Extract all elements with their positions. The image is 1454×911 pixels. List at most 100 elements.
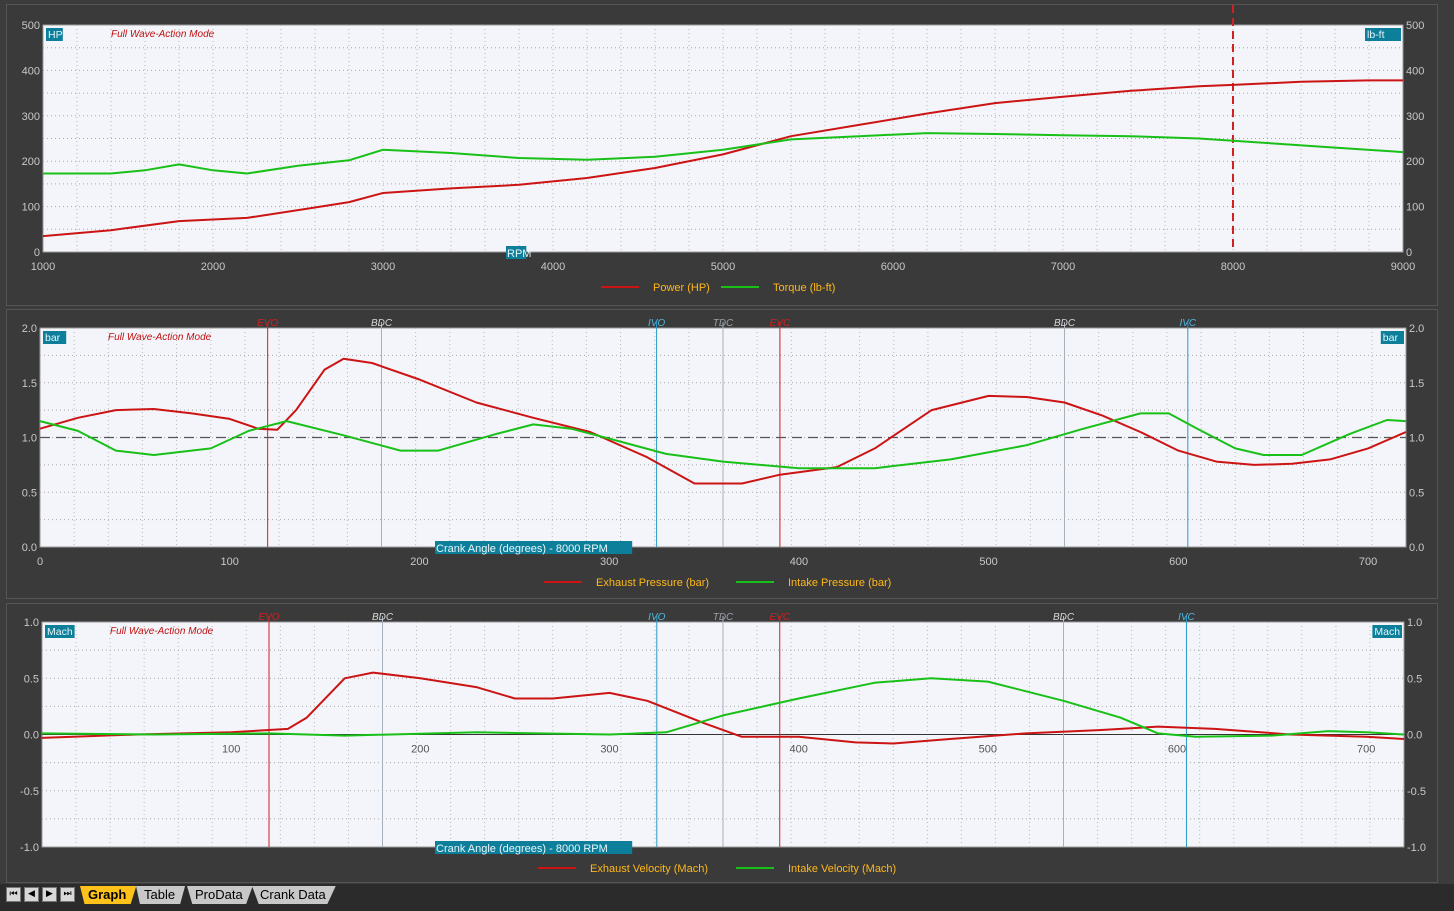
tab-table[interactable]: Table (136, 886, 186, 904)
prev-page-button[interactable]: ◀ (24, 887, 39, 902)
event-label-bdc: BDC (1054, 318, 1076, 329)
y-tick-label-left: 100 (22, 202, 40, 214)
y-tick-label-left: 2.0 (22, 323, 37, 335)
unit-badge-right-bg (1380, 331, 1404, 344)
unit-badge-right: Mach (1374, 626, 1400, 638)
y-tick-label-right: 1.0 (1409, 433, 1424, 445)
series-line-1 (41, 677, 1405, 738)
y-tick-label-left: 1.5 (22, 378, 37, 390)
x-tick-label: 700 (1357, 744, 1375, 756)
legend-label-1: Intake Velocity (Mach) (788, 863, 896, 875)
x-axis-label: Crank Angle (degrees) - 8000 RPM (436, 843, 608, 855)
x-axis-label-bg (435, 841, 633, 854)
tab-prodata[interactable]: ProData (187, 886, 253, 904)
power-torque-chart: 0 0 100 100 200 200 300 300 400 400 500 500 1000 2000… (22, 5, 1424, 294)
x-tick-label: 700 (1359, 556, 1377, 568)
series-line-0 (39, 357, 1407, 485)
x-tick-label: 6000 (881, 261, 905, 273)
event-label-ivc: IVC (1178, 612, 1195, 623)
x-tick-label: 300 (600, 556, 618, 568)
x-tick-label: 300 (600, 744, 618, 756)
y-tick-label-right: 500 (1406, 20, 1424, 32)
y-tick-label-left: 1.0 (24, 617, 39, 629)
y-tick-label-left: 0.0 (22, 542, 37, 554)
event-label-ivo: IVO (648, 318, 665, 329)
y-tick-label-right: -0.5 (1407, 786, 1426, 798)
legend-label-1: Torque (lb-ft) (773, 282, 835, 294)
tab-crank-data[interactable]: Crank Data (252, 886, 336, 904)
velocity-chart: -1.0 -1.0 -0.5 -0.5 0.0 0.0 0.5 0.5 1.0 1.0 100 200… (20, 612, 1426, 875)
y-tick-label-left: 1.0 (22, 433, 37, 445)
y-tick-label-right: 1.5 (1409, 378, 1424, 390)
x-axis-label-bg (506, 246, 527, 259)
velocity-panel: -1.0 -1.0 -0.5 -0.5 0.0 0.0 0.5 0.5 1.0 1.0 100 200… (6, 603, 1438, 883)
x-tick-label: 5000 (711, 261, 735, 273)
unit-badge-left: Mach (47, 626, 73, 638)
y-tick-label-right: 1.0 (1407, 617, 1422, 629)
x-tick-label: 200 (410, 556, 428, 568)
y-tick-label-right: 100 (1406, 202, 1424, 214)
x-tick-label: 400 (789, 744, 807, 756)
legend-label-0: Exhaust Pressure (bar) (596, 577, 709, 589)
tab-graph[interactable]: Graph (80, 886, 137, 904)
y-tick-label-left: 0 (34, 247, 40, 259)
event-label-evo: EVO (258, 612, 279, 623)
legend-label-0: Exhaust Velocity (Mach) (590, 863, 708, 875)
x-axis-label-bg (435, 541, 633, 554)
x-tick-label: 200 (411, 744, 429, 756)
unit-badge-right: bar (1383, 332, 1399, 344)
y-tick-label-right: 0.5 (1407, 673, 1422, 685)
pressure-chart: 0.0 0.0 0.5 0.5 1.0 1.0 1.5 1.5 2.0 2.0 0 100 200 300… (22, 318, 1425, 589)
y-tick-label-left: -1.0 (20, 842, 39, 854)
unit-badge-left-bg (45, 625, 75, 638)
event-label-ivo: IVO (648, 612, 665, 623)
event-label-evo: EVO (257, 318, 278, 329)
x-tick-label: 0 (37, 556, 43, 568)
x-axis-label: RPM (507, 248, 531, 260)
first-page-button[interactable]: ⏮ (6, 887, 21, 902)
x-tick-label: 3000 (371, 261, 395, 273)
legend-label-0: Power (HP) (653, 282, 710, 294)
x-tick-label: 400 (790, 556, 808, 568)
series-line-0 (41, 671, 1405, 745)
y-tick-label-right: 200 (1406, 156, 1424, 168)
x-axis-label: Crank Angle (degrees) - 8000 RPM (436, 543, 608, 555)
mode-label: Full Wave-Action Mode (108, 332, 212, 343)
unit-badge-right-bg (1365, 28, 1401, 41)
y-tick-label-right: 0.5 (1409, 487, 1424, 499)
y-tick-label-left: -0.5 (20, 786, 39, 798)
x-tick-label: 7000 (1051, 261, 1075, 273)
y-tick-label-right: 400 (1406, 65, 1424, 77)
last-page-button[interactable]: ⏭ (60, 887, 75, 902)
event-label-bdc: BDC (371, 318, 393, 329)
event-label-tdc: TDC (713, 318, 734, 329)
pressure-panel: 0.0 0.0 0.5 0.5 1.0 1.0 1.5 1.5 2.0 2.0 0 100 200 300… (6, 309, 1438, 599)
y-tick-label-left: 0.5 (22, 487, 37, 499)
mode-label: Full Wave-Action Mode (111, 29, 215, 40)
event-label-bdc: BDC (1053, 612, 1075, 623)
tab-bar: ⏮ ◀ ▶ ⏭ Graph Table ProData Crank Data (0, 884, 1454, 911)
unit-badge-left-bg (43, 331, 67, 344)
unit-badge-left: HP (48, 29, 63, 41)
x-tick-label: 100 (221, 556, 239, 568)
unit-badge-right-bg (1372, 625, 1402, 638)
y-tick-label-left: 0.5 (24, 673, 39, 685)
x-tick-label: 600 (1169, 556, 1187, 568)
x-tick-label: 100 (222, 744, 240, 756)
y-tick-label-left: 300 (22, 111, 40, 123)
x-tick-label: 8000 (1221, 261, 1245, 273)
y-tick-label-right: 300 (1406, 111, 1424, 123)
unit-badge-right: lb-ft (1367, 29, 1385, 41)
next-page-button[interactable]: ▶ (42, 887, 57, 902)
event-label-evc: EVC (769, 612, 790, 623)
y-tick-label-left: 400 (22, 65, 40, 77)
y-tick-label-right: 0.0 (1409, 542, 1424, 554)
x-tick-label: 4000 (541, 261, 565, 273)
mode-label: Full Wave-Action Mode (110, 626, 214, 637)
y-tick-label-right: 2.0 (1409, 323, 1424, 335)
series-line-0 (42, 79, 1403, 238)
y-tick-label-left: 0.0 (24, 730, 39, 742)
x-tick-label: 600 (1168, 744, 1186, 756)
unit-badge-left-bg (46, 28, 63, 41)
event-label-evc: EVC (770, 318, 791, 329)
